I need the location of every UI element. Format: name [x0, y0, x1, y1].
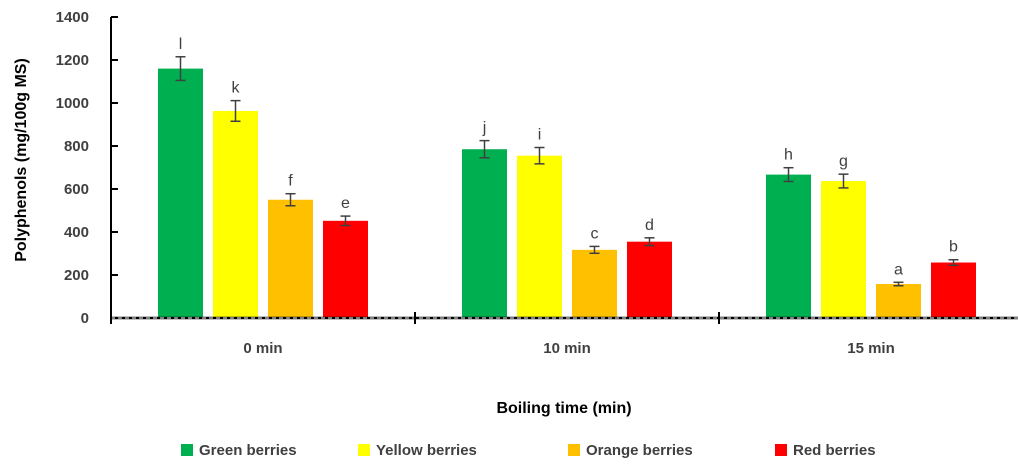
bar-group: l k f e — [158, 36, 368, 318]
significance-label: h — [784, 147, 793, 164]
bar-group: j i c d — [462, 120, 672, 318]
legend-item: Orange berries — [568, 442, 693, 459]
significance-label: k — [232, 80, 241, 97]
bar — [766, 174, 811, 318]
y-axis: 0 200 400 600 800 1000 1200 1400 — [56, 9, 118, 327]
legend: Green berries Yellow berries Orange berrie… — [181, 442, 876, 459]
y-tick-label: 0 — [81, 310, 89, 327]
bar — [462, 149, 507, 318]
y-tick-label: 400 — [64, 224, 89, 241]
x-category-label: 0 min — [243, 340, 282, 357]
legend-swatch — [568, 444, 580, 456]
y-tick-label: 1000 — [56, 95, 89, 112]
bar — [931, 262, 976, 318]
x-axis: 0 min 10 min 15 min — [110, 312, 1018, 357]
bar — [323, 220, 368, 318]
bar-group: h g a b — [766, 147, 976, 318]
x-category-label: 10 min — [543, 340, 591, 357]
y-tick-label: 800 — [64, 138, 89, 155]
legend-label: Red berries — [793, 442, 876, 459]
legend-swatch — [181, 444, 193, 456]
significance-label: e — [341, 195, 350, 212]
significance-label: c — [591, 225, 599, 242]
bar — [268, 199, 313, 318]
significance-label: i — [538, 127, 542, 144]
significance-label: j — [482, 120, 487, 137]
x-category-label: 15 min — [847, 340, 895, 357]
significance-label: a — [894, 261, 903, 278]
y-tick-label: 1200 — [56, 52, 89, 69]
bar — [876, 284, 921, 318]
legend-label: Yellow berries — [376, 442, 477, 459]
legend-label: Orange berries — [586, 442, 693, 459]
legend-swatch — [775, 444, 787, 456]
bar — [821, 181, 866, 318]
legend-item: Yellow berries — [358, 442, 477, 459]
bars: l k f e j i c d h g a b — [158, 36, 976, 318]
bar — [572, 249, 617, 318]
x-axis-title: Boiling time (min) — [496, 400, 631, 417]
y-tick-label: 600 — [64, 181, 89, 198]
bar — [158, 68, 203, 318]
y-axis-title: Polyphenols (mg/100g MS) — [13, 58, 30, 262]
significance-label: f — [288, 173, 293, 190]
legend-label: Green berries — [199, 442, 297, 459]
legend-swatch — [358, 444, 370, 456]
bar — [517, 155, 562, 318]
bar — [213, 110, 258, 318]
bar — [627, 241, 672, 318]
significance-label: b — [949, 239, 958, 256]
significance-label: d — [645, 217, 654, 234]
y-tick-label: 200 — [64, 267, 89, 284]
legend-item: Red berries — [775, 442, 876, 459]
significance-label: l — [179, 36, 183, 53]
y-tick-label: 1400 — [56, 9, 89, 26]
significance-label: g — [839, 153, 848, 170]
legend-item: Green berries — [181, 442, 297, 459]
